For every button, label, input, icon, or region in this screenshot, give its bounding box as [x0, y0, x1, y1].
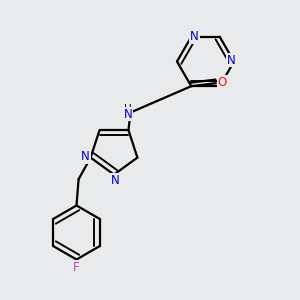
Text: N: N — [124, 107, 133, 121]
Text: O: O — [218, 76, 227, 89]
Text: N: N — [111, 173, 120, 187]
Text: N: N — [81, 150, 90, 163]
Text: N: N — [190, 30, 199, 43]
Text: H: H — [124, 104, 132, 114]
Text: N: N — [227, 53, 236, 67]
Text: F: F — [73, 261, 80, 274]
